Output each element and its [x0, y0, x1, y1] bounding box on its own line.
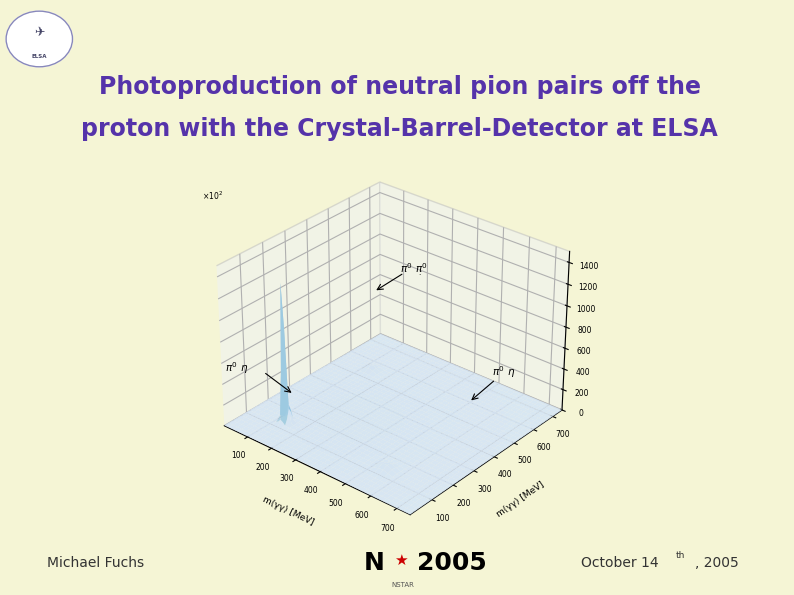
Y-axis label: m(γγ) [MeV]: m(γγ) [MeV] — [495, 480, 545, 519]
Ellipse shape — [6, 11, 72, 67]
X-axis label: m(γγ) [MeV]: m(γγ) [MeV] — [260, 495, 314, 527]
Text: $\times 10^2$: $\times 10^2$ — [202, 190, 224, 202]
Text: $\pi^0\ \pi^0_{\!\!.}$: $\pi^0\ \pi^0_{\!\!.}$ — [400, 261, 429, 278]
Text: Photoproduction of neutral pion pairs off the: Photoproduction of neutral pion pairs of… — [99, 75, 701, 99]
Text: ELSA: ELSA — [32, 54, 47, 59]
Text: $\pi^0\ \eta$: $\pi^0\ \eta$ — [491, 364, 515, 380]
Text: $\pi^0\ \eta$: $\pi^0\ \eta$ — [225, 360, 249, 376]
Text: October 14: October 14 — [580, 556, 658, 570]
Text: th: th — [676, 551, 685, 560]
Text: 2005: 2005 — [417, 551, 487, 575]
Text: proton with the Crystal-Barrel-Detector at ELSA: proton with the Crystal-Barrel-Detector … — [82, 117, 719, 141]
Text: Michael Fuchs: Michael Fuchs — [47, 556, 145, 570]
Text: ★: ★ — [394, 553, 407, 568]
Text: N: N — [364, 551, 384, 575]
Text: ✈: ✈ — [34, 26, 44, 39]
Text: , 2005: , 2005 — [695, 556, 738, 570]
Text: NSTAR: NSTAR — [391, 581, 414, 587]
